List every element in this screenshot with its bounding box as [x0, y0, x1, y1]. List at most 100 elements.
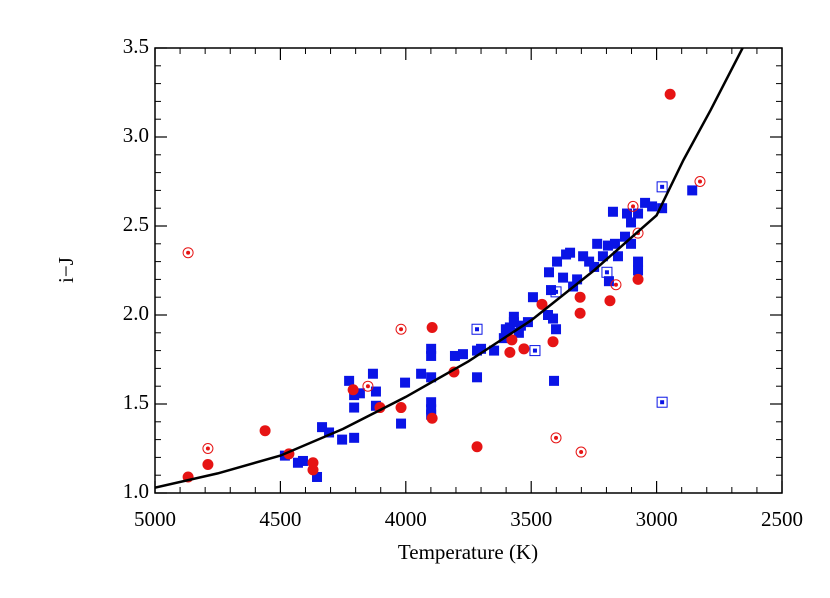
point: [601, 266, 613, 278]
point: [647, 201, 658, 212]
point: [657, 203, 668, 214]
point: [619, 231, 630, 242]
point: [574, 307, 586, 319]
point-dot: [579, 450, 584, 455]
point: [312, 471, 323, 482]
point: [476, 343, 487, 354]
point: [426, 321, 438, 333]
point: [548, 313, 559, 324]
point: [536, 298, 548, 310]
point: [370, 386, 381, 397]
point: [575, 446, 587, 458]
point: [589, 261, 600, 272]
point: [202, 459, 214, 471]
point: [603, 276, 614, 287]
point: [572, 274, 583, 285]
point: [550, 286, 562, 298]
point: [344, 375, 355, 386]
point-dot: [554, 435, 559, 440]
point: [395, 402, 407, 414]
point: [584, 256, 595, 267]
point: [552, 256, 563, 267]
point-box: [550, 286, 562, 298]
point: [604, 295, 616, 307]
point: [687, 185, 698, 196]
point: [612, 251, 623, 262]
point: [550, 432, 562, 444]
point: [602, 240, 613, 251]
point: [416, 368, 427, 379]
point-dot: [660, 400, 665, 405]
point: [400, 377, 411, 388]
point: [202, 443, 214, 454]
point: [640, 197, 651, 208]
point: [549, 375, 560, 386]
point: [633, 208, 644, 219]
point: [527, 292, 538, 303]
point-dot: [631, 204, 636, 209]
plot-area: [155, 48, 744, 489]
point: [396, 418, 407, 429]
point-ring: [610, 279, 622, 291]
point: [574, 291, 586, 303]
point: [597, 251, 608, 262]
point: [508, 311, 519, 322]
point-dot: [475, 327, 480, 332]
y-tick-label: 3.5: [123, 34, 149, 58]
point-dot: [554, 289, 559, 294]
point: [565, 247, 576, 258]
point: [395, 323, 407, 335]
point: [544, 267, 555, 278]
point-dot: [660, 184, 665, 189]
point: [529, 345, 541, 357]
point: [259, 425, 271, 437]
point: [292, 457, 303, 468]
point: [489, 345, 500, 356]
point-ring: [202, 443, 214, 454]
y-tick-label: 2.5: [123, 212, 149, 236]
point: [607, 206, 618, 217]
x-axis-title: Temperature (K): [398, 540, 538, 564]
point: [367, 368, 378, 379]
point: [543, 310, 554, 320]
fit-curve: [155, 48, 744, 489]
point-dot: [697, 179, 702, 184]
point: [426, 372, 437, 383]
x-tick-label: 4000: [385, 507, 427, 531]
x-tick-label: 3000: [636, 507, 678, 531]
point-ring: [362, 380, 374, 392]
point-box: [656, 396, 668, 408]
point: [426, 343, 437, 354]
point: [297, 455, 308, 466]
point: [471, 323, 483, 335]
point-box: [601, 266, 613, 278]
point: [337, 434, 348, 445]
point: [426, 397, 437, 408]
point: [182, 247, 194, 259]
point: [349, 432, 360, 443]
point: [317, 422, 328, 433]
point-dot: [613, 282, 618, 287]
point: [504, 322, 515, 333]
point: [551, 324, 562, 335]
y-tick-label: 1.0: [123, 479, 149, 503]
point: [664, 88, 676, 100]
point-dot: [205, 446, 210, 451]
point-dot: [399, 327, 404, 332]
y-tick-label: 1.5: [123, 390, 149, 414]
point-ring: [550, 432, 562, 444]
point: [518, 343, 530, 355]
point-dot: [532, 348, 537, 353]
point: [626, 217, 637, 228]
point: [626, 238, 637, 249]
point: [471, 441, 483, 453]
point: [633, 256, 644, 267]
point-ring: [575, 446, 587, 458]
point: [354, 388, 365, 399]
point-ring: [632, 227, 644, 239]
point: [426, 412, 438, 424]
point-ring: [627, 200, 639, 212]
point-ring: [182, 247, 194, 259]
x-tick-label: 5000: [134, 507, 176, 531]
